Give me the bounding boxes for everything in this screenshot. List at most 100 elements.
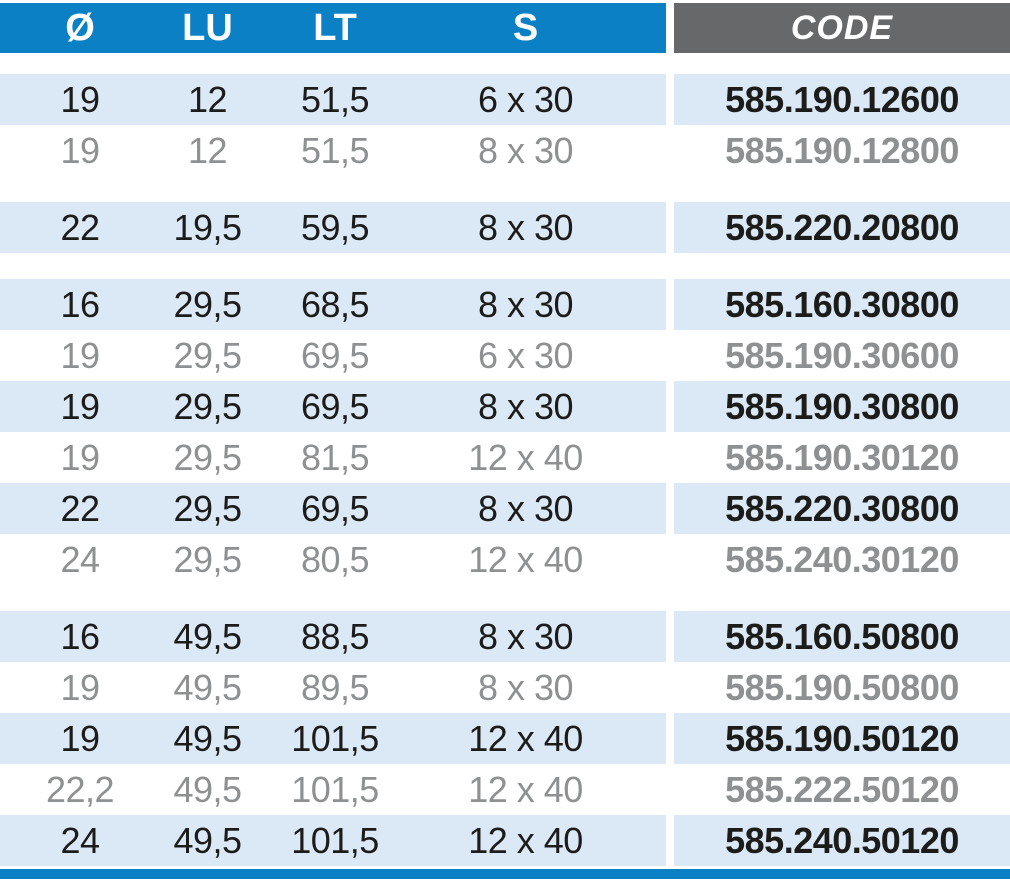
cell-diameter: 19	[60, 129, 100, 171]
table-row: 22 19,5 59,5 8 x 30 585.220.20800	[0, 202, 1010, 253]
cell-diameter: 22	[60, 206, 100, 248]
cell-shank: 12 x 40	[468, 538, 583, 580]
cell-lu: 49,5	[173, 615, 242, 657]
row-code-segment: 585.160.50800	[674, 611, 1010, 662]
row-dimensions-segment: 16 49,5 88,5 8 x 30	[0, 611, 666, 662]
cell-code: 585.220.20800	[725, 206, 959, 248]
cell-code: 585.190.50800	[725, 666, 959, 708]
cell-shank: 12 x 40	[468, 819, 583, 861]
row-dimensions-segment: 19 12 51,5 8 x 30	[0, 125, 666, 176]
column-divider	[666, 662, 674, 713]
cell-lt: 81,5	[300, 436, 370, 478]
cell-code: 585.190.30600	[725, 334, 959, 376]
row-code-segment: 585.240.50120	[674, 815, 1010, 866]
bottom-rule	[0, 869, 1010, 879]
row-code-segment: 585.220.20800	[674, 202, 1010, 253]
row-dimensions-segment: 22,2 49,5 101,5 12 x 40	[0, 764, 666, 815]
cell-lu: 29,5	[173, 436, 242, 478]
cell-code: 585.190.50120	[725, 717, 959, 759]
column-divider	[666, 74, 674, 125]
column-divider	[666, 125, 674, 176]
row-code-segment: 585.190.50800	[674, 662, 1010, 713]
cell-lt: 88,5	[300, 615, 370, 657]
column-header-code: CODE	[790, 9, 894, 47]
cell-diameter: 19	[60, 385, 100, 427]
cell-diameter: 19	[60, 334, 100, 376]
column-header-lu: LU	[182, 7, 233, 49]
row-dimensions-segment: 19 29,5 81,5 12 x 40	[0, 432, 666, 483]
column-divider	[666, 432, 674, 483]
cell-code: 585.190.12600	[725, 78, 959, 120]
cell-shank: 8 x 30	[477, 487, 574, 529]
column-header-shank: S	[512, 7, 539, 49]
table-row: 24 29,5 80,5 12 x 40 585.240.30120	[0, 534, 1010, 585]
column-divider	[666, 611, 674, 662]
cell-lu: 29,5	[173, 538, 242, 580]
cell-shank: 8 x 30	[477, 666, 574, 708]
column-divider	[666, 381, 674, 432]
row-code-segment: 585.190.30600	[674, 330, 1010, 381]
row-dimensions-segment: 16 29,5 68,5 8 x 30	[0, 279, 666, 330]
cell-lu: 19,5	[173, 206, 242, 248]
cell-code: 585.220.30800	[725, 487, 959, 529]
cell-diameter: 19	[60, 717, 100, 759]
cell-lt: 68,5	[300, 283, 370, 325]
cell-lt: 69,5	[300, 334, 370, 376]
cell-lu: 29,5	[173, 334, 242, 376]
cell-shank: 8 x 30	[477, 283, 574, 325]
cell-code: 585.160.30800	[725, 283, 959, 325]
cell-diameter: 24	[60, 538, 100, 580]
cell-code: 585.190.30800	[725, 385, 959, 427]
row-code-segment: 585.190.12800	[674, 125, 1010, 176]
cell-lt: 101,5	[291, 819, 379, 861]
cell-code: 585.190.12800	[725, 129, 959, 171]
cell-lt: 80,5	[300, 538, 370, 580]
cell-lu: 12	[187, 78, 228, 120]
column-divider	[666, 202, 674, 253]
row-code-segment: 585.240.30120	[674, 534, 1010, 585]
row-dimensions-segment: 24 29,5 80,5 12 x 40	[0, 534, 666, 585]
row-dimensions-segment: 24 49,5 101,5 12 x 40	[0, 815, 666, 866]
cell-diameter: 24	[60, 819, 100, 861]
cell-code: 585.240.30120	[725, 538, 959, 580]
cell-diameter: 19	[60, 436, 100, 478]
header-column-divider	[666, 3, 674, 53]
cell-shank: 12 x 40	[468, 768, 583, 810]
row-dimensions-segment: 19 29,5 69,5 6 x 30	[0, 330, 666, 381]
cell-diameter: 19	[60, 78, 100, 120]
table-row: 19 29,5 69,5 8 x 30 585.190.30800	[0, 381, 1010, 432]
cell-lt: 101,5	[291, 768, 379, 810]
cell-shank: 8 x 30	[477, 129, 574, 171]
cell-diameter: 19	[60, 666, 100, 708]
column-divider	[666, 815, 674, 866]
row-code-segment: 585.190.30800	[674, 381, 1010, 432]
column-divider	[666, 534, 674, 585]
column-divider	[666, 764, 674, 815]
row-code-segment: 585.220.30800	[674, 483, 1010, 534]
cell-lu: 29,5	[173, 487, 242, 529]
row-dimensions-segment: 19 49,5 89,5 8 x 30	[0, 662, 666, 713]
cell-lu: 49,5	[173, 666, 242, 708]
table-row: 19 49,5 101,5 12 x 40 585.190.50120	[0, 713, 1010, 764]
table-row: 19 12 51,5 6 x 30 585.190.12600	[0, 74, 1010, 125]
table-row: 22,2 49,5 101,5 12 x 40 585.222.50120	[0, 764, 1010, 815]
cell-diameter: 22	[60, 487, 100, 529]
table-row: 19 29,5 81,5 12 x 40 585.190.30120	[0, 432, 1010, 483]
cell-lt: 51,5	[300, 78, 370, 120]
cell-diameter: 16	[60, 283, 100, 325]
cell-lt: 89,5	[300, 666, 370, 708]
row-dimensions-segment: 19 29,5 69,5 8 x 30	[0, 381, 666, 432]
cell-code: 585.160.50800	[725, 615, 959, 657]
row-code-segment: 585.190.30120	[674, 432, 1010, 483]
column-divider	[666, 330, 674, 381]
cell-shank: 8 x 30	[477, 206, 574, 248]
cell-lu: 29,5	[173, 385, 242, 427]
row-dimensions-segment: 19 49,5 101,5 12 x 40	[0, 713, 666, 764]
table-header-row: Ø LU LT S CODE	[0, 3, 1010, 53]
cell-shank: 12 x 40	[468, 717, 583, 759]
column-header-diameter: Ø	[65, 7, 95, 49]
row-code-segment: 585.190.12600	[674, 74, 1010, 125]
row-code-segment: 585.190.50120	[674, 713, 1010, 764]
cell-code: 585.222.50120	[725, 768, 959, 810]
